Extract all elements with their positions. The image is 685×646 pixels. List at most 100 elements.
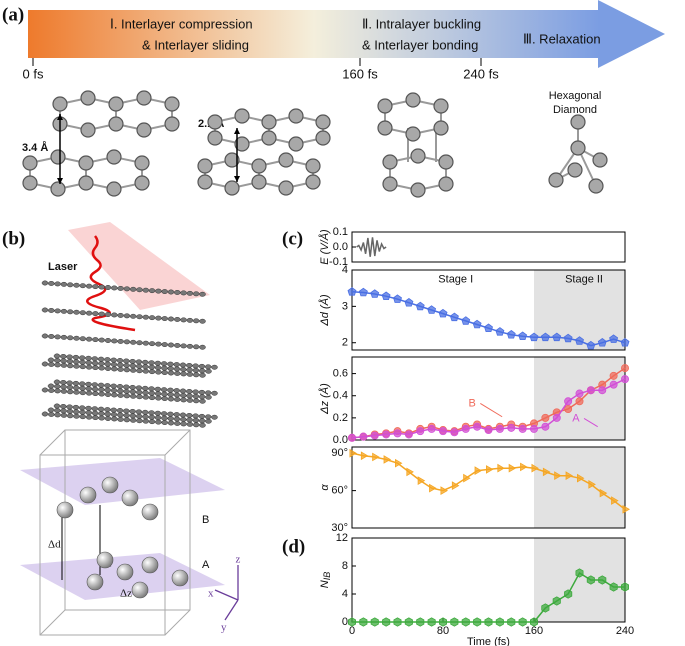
stack-atom xyxy=(186,389,193,394)
atom xyxy=(261,114,277,130)
marker xyxy=(404,430,413,439)
stack-atom xyxy=(53,353,61,359)
stack-atom xyxy=(85,405,92,411)
stack-atom xyxy=(198,389,206,395)
stack-atom xyxy=(92,365,99,371)
marker xyxy=(359,432,368,441)
stack-atom xyxy=(186,367,193,373)
marker xyxy=(474,466,483,475)
stack-atom xyxy=(60,281,68,287)
sphere-atom xyxy=(101,476,119,494)
stack-atom xyxy=(173,412,180,417)
stack-atom xyxy=(173,392,181,398)
marker xyxy=(495,424,504,433)
stack-atom xyxy=(180,317,187,323)
marker xyxy=(609,380,618,389)
stack-atom xyxy=(47,357,55,363)
stack-atom xyxy=(111,338,118,344)
stack-atom xyxy=(154,360,162,366)
stack-atom xyxy=(72,359,80,365)
stack-atom xyxy=(211,390,218,396)
stack-atom xyxy=(72,380,80,386)
marker xyxy=(586,575,595,585)
stack-atom xyxy=(85,310,93,316)
stack-atom xyxy=(41,387,49,393)
stack-atom xyxy=(66,363,74,369)
stack-atom xyxy=(92,337,99,343)
marker xyxy=(461,424,470,433)
stack-atom xyxy=(180,367,187,372)
atom xyxy=(410,182,426,198)
series-label-pointer xyxy=(583,417,598,428)
panel-a xyxy=(28,0,665,68)
time-label: 0 fs xyxy=(23,66,44,81)
stack-atom xyxy=(155,395,162,401)
marker xyxy=(440,486,448,495)
stack-atom xyxy=(104,338,112,343)
stack-atom xyxy=(41,411,49,417)
stack-atom xyxy=(66,408,74,414)
stack-atom xyxy=(160,411,168,417)
stack-atom xyxy=(78,405,86,411)
marker xyxy=(531,463,539,473)
y-tick-label: 0.0 xyxy=(333,434,348,446)
atom xyxy=(234,136,250,152)
stack-atom xyxy=(117,285,124,291)
stack-atom xyxy=(167,289,175,295)
stack-atom xyxy=(66,358,74,364)
marker xyxy=(609,334,619,343)
marker xyxy=(417,476,426,485)
stack-atom xyxy=(167,420,175,426)
stack-atom xyxy=(161,415,168,421)
stack-atom xyxy=(136,394,143,400)
stack-atom xyxy=(167,392,174,397)
arrowhead xyxy=(57,178,63,184)
marker xyxy=(404,617,413,627)
marker xyxy=(358,287,368,297)
marker xyxy=(597,338,607,347)
sphere-atom xyxy=(171,569,189,587)
stack-atom xyxy=(60,384,67,390)
stack-atom xyxy=(54,308,61,314)
stack-atom xyxy=(161,420,168,425)
stack-atom xyxy=(186,317,194,323)
stack-atom xyxy=(117,362,124,368)
stack-atom xyxy=(192,344,200,350)
marker xyxy=(540,332,550,342)
stack-atom xyxy=(72,409,80,415)
stack-atom xyxy=(204,414,212,420)
y-axis-label-main: E (V/Å) xyxy=(318,229,331,265)
stack-atom xyxy=(174,397,181,402)
stack-atom xyxy=(66,384,74,390)
atom xyxy=(305,158,321,174)
y-axis-label: NIB xyxy=(319,572,332,588)
marker xyxy=(507,423,516,432)
marker xyxy=(611,496,619,505)
stack-atom xyxy=(123,393,131,399)
stack-atom xyxy=(192,291,200,297)
plane-label: A xyxy=(202,559,210,571)
stack-atom xyxy=(135,389,143,395)
marker xyxy=(575,568,584,578)
y-axis-label-main: N xyxy=(319,580,331,588)
y-tick-label: 4 xyxy=(342,588,348,600)
stack-atom xyxy=(54,412,61,418)
annotation: Stage II xyxy=(565,274,603,286)
sphere-atom xyxy=(86,573,104,591)
atom xyxy=(315,130,331,146)
stack-atom xyxy=(129,417,137,423)
panel-label: (c) xyxy=(282,228,303,249)
stack-atom xyxy=(98,284,105,290)
y-axis-label: Δz (Å) xyxy=(318,383,331,415)
stack-atom xyxy=(142,287,150,293)
stack-atom xyxy=(48,281,55,286)
atom xyxy=(224,152,240,168)
marker xyxy=(463,473,471,483)
plot-frame xyxy=(351,269,626,351)
stack-atom xyxy=(148,315,156,321)
stack-atom xyxy=(79,385,86,391)
stack-atom xyxy=(48,412,55,417)
stack-atom xyxy=(98,365,105,371)
sphere-atom xyxy=(116,563,134,581)
stack-atom xyxy=(180,343,187,349)
